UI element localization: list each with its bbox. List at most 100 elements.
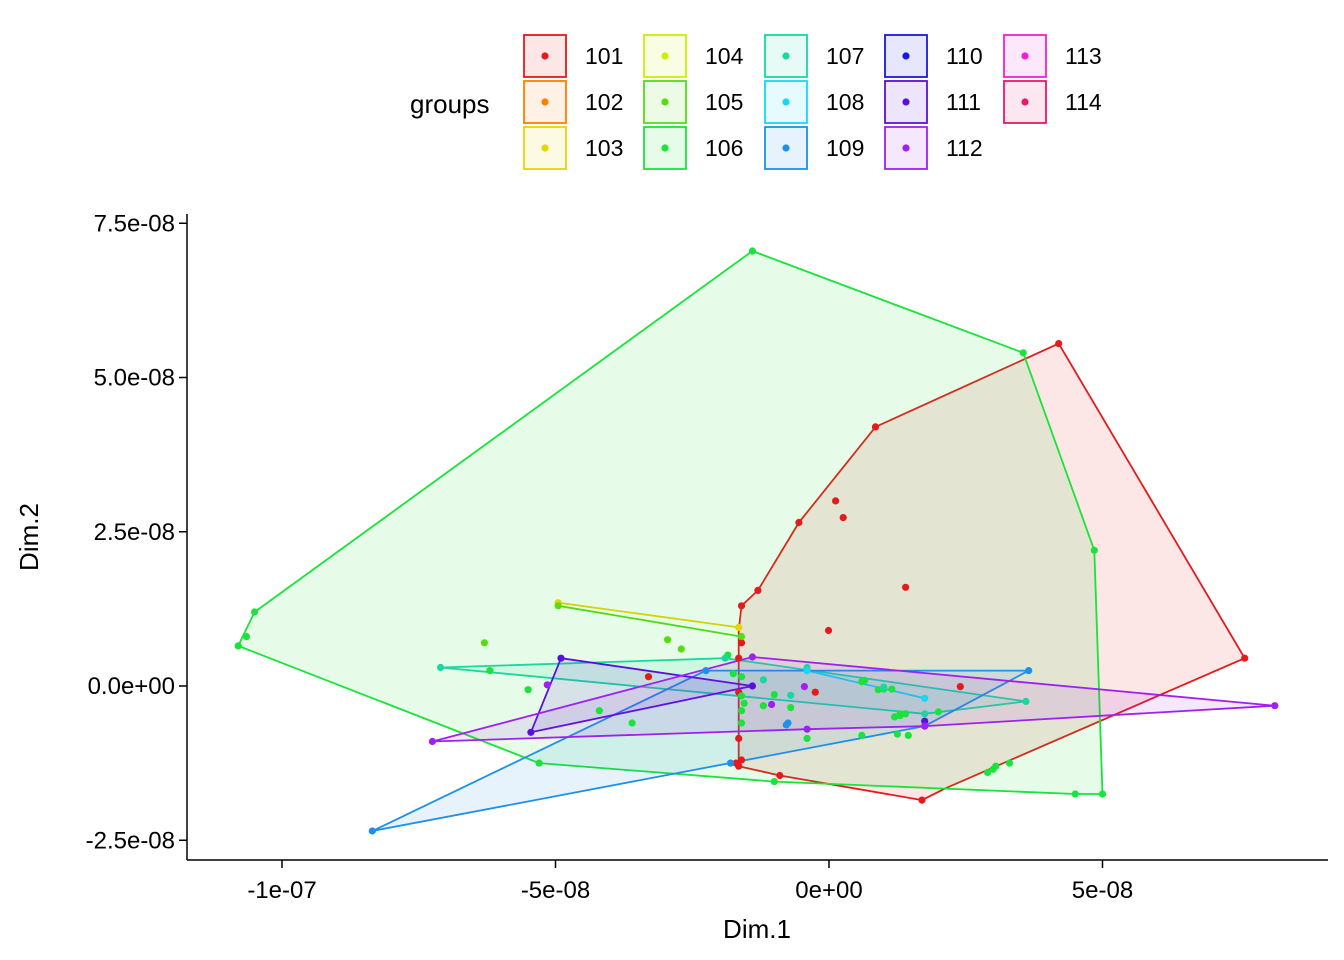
x-tick-label-2: 0e+00 — [795, 877, 862, 904]
point-group-109-0 — [368, 827, 376, 835]
point-group-101-16 — [737, 756, 746, 764]
point-group-103-1 — [735, 623, 743, 632]
point-group-101-4 — [871, 423, 880, 431]
legend-dot-112 — [902, 144, 910, 152]
point-group-101-1 — [737, 602, 746, 610]
legend-dot-110 — [902, 52, 910, 60]
legend-keys: 101 102 103 104 105 106 107 108 109 110 111 112 113 1… — [523, 34, 1102, 170]
point-group-106-1 — [242, 633, 250, 641]
legend-label-103: 103 — [585, 135, 623, 161]
legend-label-104: 104 — [705, 43, 744, 69]
point-group-101-3 — [795, 518, 803, 527]
point-group-106-37 — [893, 730, 902, 738]
legend-item-106: 106 — [643, 126, 743, 170]
legend-label-109: 109 — [826, 135, 864, 161]
legend-dot-109 — [782, 144, 790, 152]
point-group-112-6 — [768, 700, 776, 709]
legend-label-114: 114 — [1065, 89, 1102, 115]
legend: groups 101 102 103 104 105 106 107 108 109 110 111… — [410, 34, 1102, 170]
point-group-101-15 — [735, 734, 743, 743]
point-group-101-13 — [735, 654, 743, 662]
point-group-112-1 — [748, 653, 757, 661]
point-group-107-5 — [759, 676, 768, 684]
point-group-106-21 — [803, 734, 811, 743]
legend-label-106: 106 — [705, 135, 743, 161]
point-group-107-6 — [880, 683, 888, 691]
point-group-109-6 — [726, 759, 735, 767]
point-group-106-10 — [486, 667, 494, 675]
legend-item-110: 110 — [884, 34, 983, 78]
legend-item-113: 113 — [1003, 34, 1102, 78]
x-axis-title: Dim.1 — [723, 914, 791, 944]
point-group-101-21 — [811, 688, 819, 696]
point-group-106-20 — [787, 704, 795, 712]
point-group-105-4 — [480, 639, 488, 647]
legend-item-103: 103 — [523, 126, 623, 170]
point-group-111-2 — [748, 682, 757, 690]
y-tick-label-2: 2.5e-08 — [94, 519, 175, 546]
hull-group-111 — [530, 657, 754, 734]
point-group-106-23 — [888, 685, 896, 693]
legend-label-101: 101 — [585, 43, 623, 69]
point-group-106-9 — [535, 759, 543, 767]
point-group-101-10 — [839, 514, 847, 522]
point-group-106-14 — [737, 692, 746, 700]
legend-dot-108 — [782, 98, 790, 106]
point-group-106-30 — [992, 762, 1000, 770]
legend-item-105: 105 — [643, 80, 743, 124]
y-tick-label-4: 7.5e-08 — [94, 210, 175, 237]
point-group-106-26 — [904, 731, 912, 740]
x-tick-label-3: 5e-08 — [1072, 877, 1133, 904]
point-group-109-1 — [702, 667, 710, 675]
point-group-107-0 — [437, 663, 445, 672]
point-group-106-16 — [737, 719, 746, 727]
point-group-106-38 — [902, 710, 910, 718]
legend-dot-103 — [541, 144, 549, 152]
point-group-105-1 — [737, 633, 746, 641]
hull-group-112 — [431, 656, 1276, 743]
point-group-106-4 — [1019, 349, 1027, 357]
point-group-107-2 — [1022, 697, 1030, 706]
point-group-111-1 — [557, 654, 565, 662]
point-group-107-1 — [721, 654, 729, 662]
point-group-101-9 — [832, 497, 840, 505]
point-group-106-40 — [896, 710, 904, 718]
y-tick-label-3: 5.0e-08 — [94, 365, 175, 392]
point-group-111-0 — [527, 728, 535, 736]
point-group-109-2 — [1025, 667, 1033, 675]
legend-item-108: 108 — [764, 80, 864, 124]
point-group-106-17 — [740, 699, 748, 707]
point-group-106-3 — [748, 247, 757, 255]
legend-label-110: 110 — [946, 43, 983, 69]
point-group-101-2 — [754, 586, 762, 595]
point-group-101-7 — [918, 796, 926, 804]
point-group-101-5 — [1055, 340, 1063, 348]
legend-label-108: 108 — [826, 89, 864, 115]
point-group-112-4 — [803, 725, 811, 733]
point-group-106-2 — [251, 608, 259, 616]
point-group-106-29 — [1005, 759, 1014, 767]
y-tick-label-0: -2.5e-08 — [86, 827, 175, 854]
point-group-106-0 — [234, 642, 242, 650]
point-group-106-11 — [595, 707, 603, 715]
point-group-112-0 — [428, 737, 436, 746]
point-group-101-11 — [902, 583, 910, 591]
point-group-112-2 — [1271, 702, 1279, 710]
legend-item-111: 111 — [884, 80, 981, 124]
point-group-106-25 — [891, 713, 899, 721]
point-group-107-3 — [921, 710, 929, 718]
hull-polygons — [237, 250, 1276, 832]
legend-label-102: 102 — [585, 89, 623, 115]
legend-dot-105 — [661, 98, 669, 106]
legend-label-105: 105 — [705, 89, 743, 115]
y-ticks: -2.5e-08 0.0e+00 2.5e-08 5.0e-08 7.5e-08 — [86, 210, 187, 854]
point-group-112-7 — [800, 683, 809, 691]
legend-item-104: 104 — [643, 34, 744, 78]
point-group-106-39 — [934, 708, 943, 716]
point-group-101-18 — [737, 639, 746, 647]
point-group-106-32 — [874, 686, 882, 694]
point-group-106-15 — [737, 707, 746, 715]
point-group-106-12 — [628, 719, 636, 727]
point-group-105-3 — [677, 645, 685, 653]
